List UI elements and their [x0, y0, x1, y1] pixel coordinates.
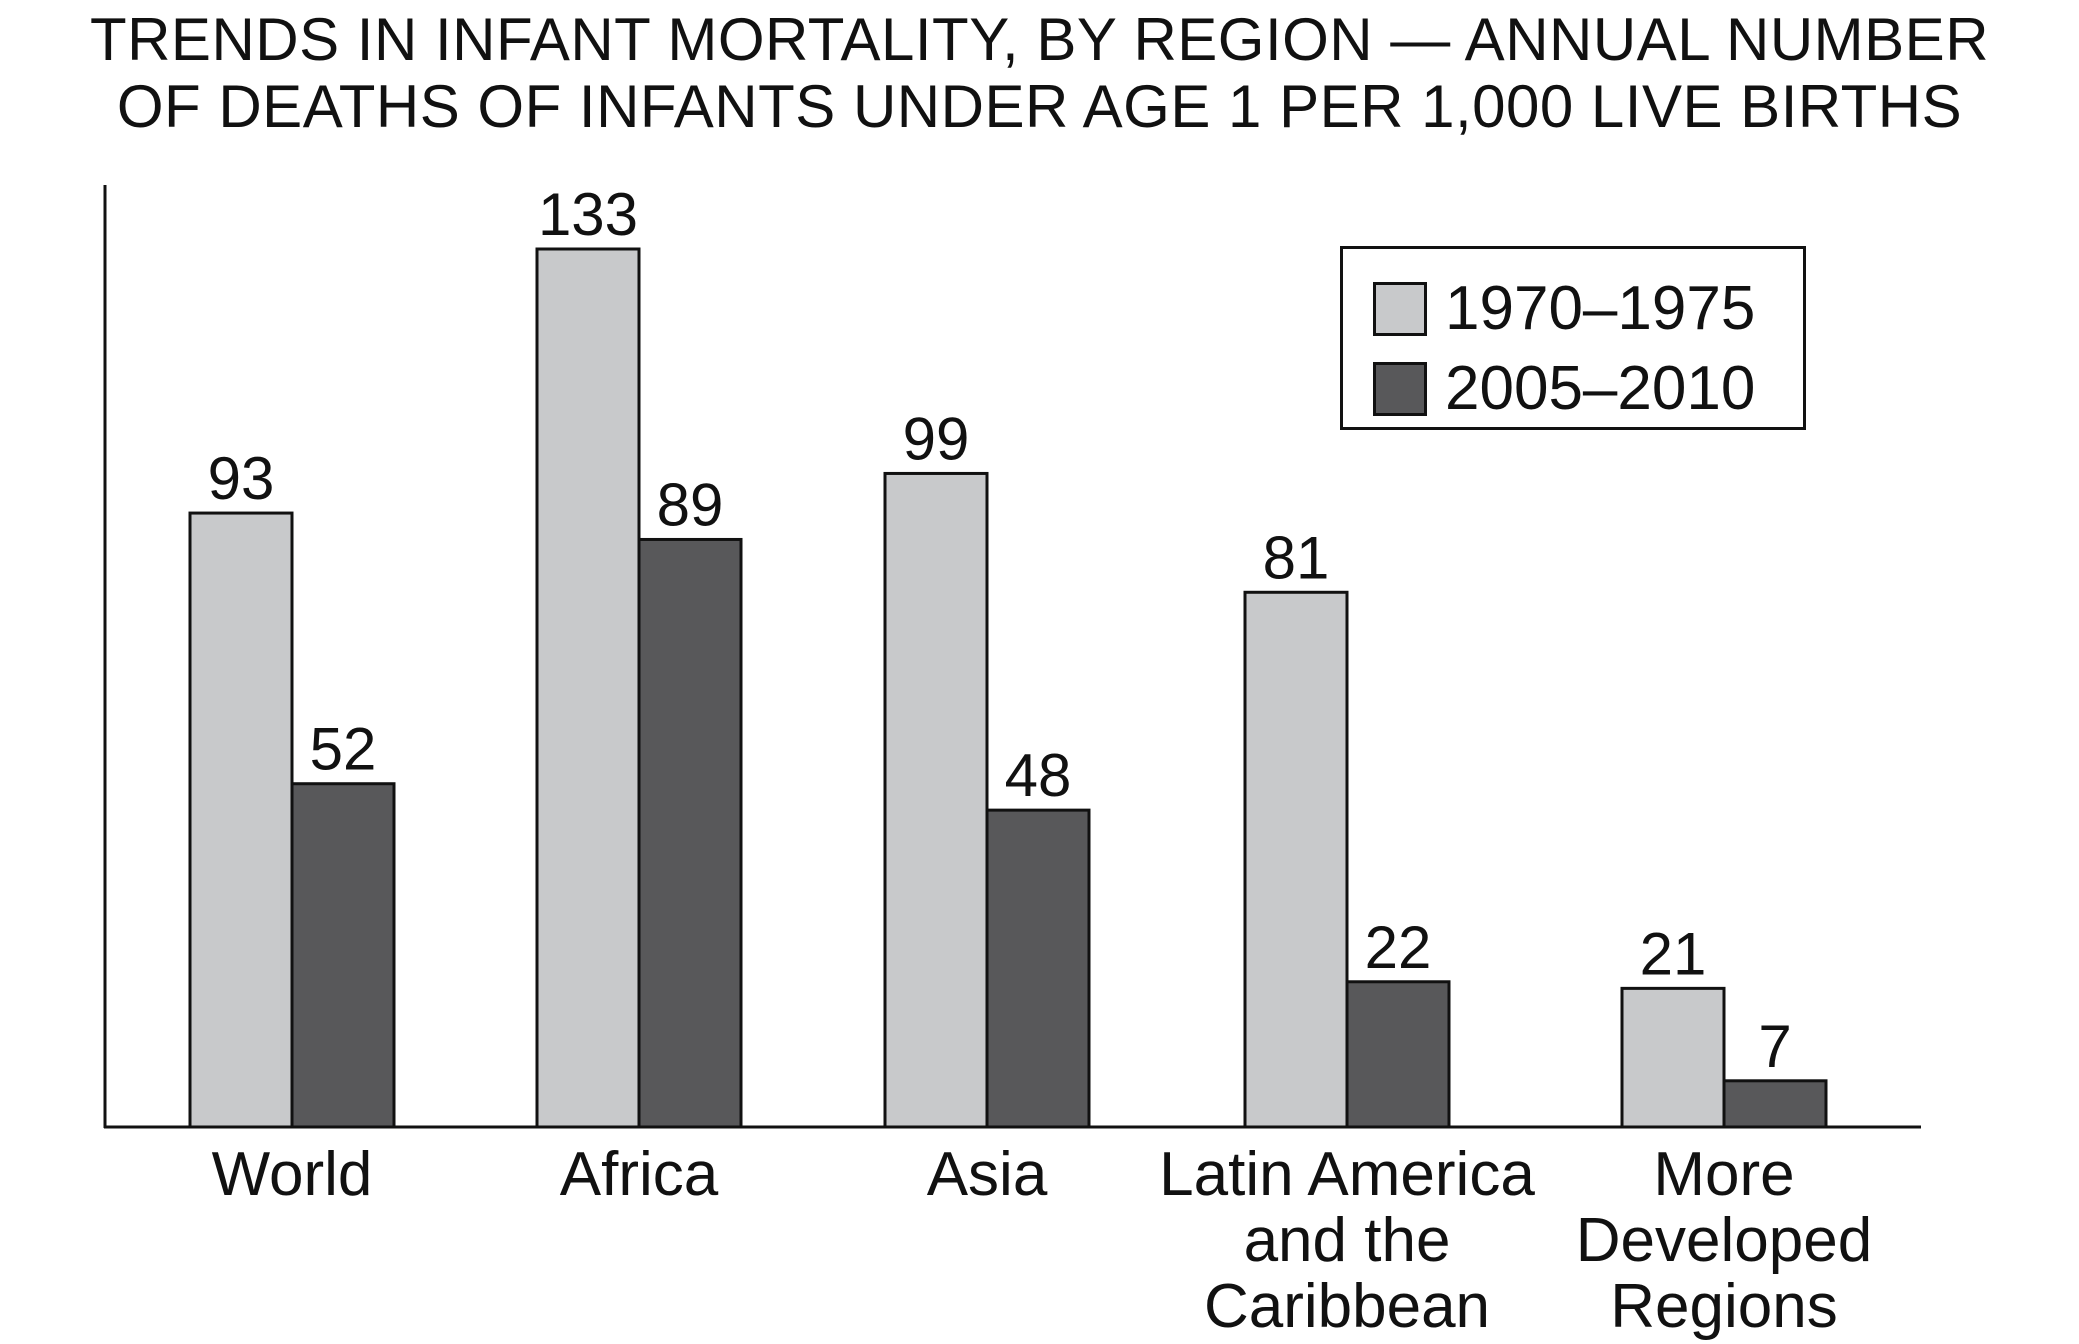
bar-series-2-cat-3 — [985, 808, 1091, 1129]
category-label-5-line-1: More — [1653, 1140, 1795, 1209]
chart-title-line-2: OF DEATHS OF INFANTS UNDER AGE 1 PER 1,0… — [116, 73, 1963, 140]
data-labels-layer: 93 52 133 89 99 48 81 22 21 7 — [208, 181, 1792, 1080]
category-label-4-line-1: Latin America — [1159, 1140, 1535, 1209]
chart-title: TRENDS IN INFANT MORTALITY, BY REGION — … — [0, 6, 2079, 140]
bar-series-2-cat-5 — [1722, 1079, 1828, 1129]
data-label-series-2-cat-4: 22 — [1365, 914, 1432, 981]
category-label-1-line-1: World — [211, 1140, 373, 1209]
data-label-series-2-cat-3: 48 — [1005, 742, 1072, 809]
data-label-series-1-cat-5: 21 — [1640, 920, 1707, 987]
bar-series-1-cat-5 — [1620, 986, 1726, 1129]
category-label-4-line-3: Caribbean — [1203, 1272, 1491, 1341]
category-label-2-line-1: Africa — [559, 1140, 719, 1209]
category-label-3-line-1: Asia — [926, 1140, 1048, 1209]
bar-series-1-cat-4 — [1243, 590, 1349, 1129]
category-label-5-line-3: Regions — [1610, 1272, 1838, 1341]
category-label-2: Africa — [419, 1142, 859, 1208]
bar-series-2-cat-1 — [290, 782, 396, 1129]
data-label-series-2-cat-1: 52 — [310, 716, 377, 783]
bar-series-1-cat-1 — [188, 511, 294, 1129]
category-label-5-line-2: Developed — [1575, 1206, 1873, 1275]
legend-swatch-series-2 — [1373, 362, 1427, 416]
category-label-3: Asia — [767, 1142, 1207, 1208]
data-label-series-1-cat-4: 81 — [1263, 524, 1330, 591]
category-label-4-line-2: and the — [1243, 1206, 1451, 1275]
bar-series-2-cat-4 — [1345, 980, 1451, 1129]
legend-swatch-series-1 — [1373, 282, 1427, 336]
chart-title-line-1: TRENDS IN INFANT MORTALITY, BY REGION — … — [89, 6, 1990, 73]
data-label-series-2-cat-5: 7 — [1758, 1013, 1791, 1080]
legend-item-series-1: 1970–1975 — [1373, 274, 1756, 343]
legend: 1970–1975 2005–2010 — [1340, 246, 1806, 430]
data-label-series-1-cat-1: 93 — [208, 445, 275, 512]
category-label-1: World — [72, 1142, 512, 1208]
bars-layer — [188, 247, 1828, 1129]
data-label-series-1-cat-3: 99 — [903, 405, 970, 472]
legend-label-series-2: 2005–2010 — [1445, 354, 1756, 423]
bar-series-1-cat-3 — [883, 471, 989, 1129]
data-label-series-1-cat-2: 133 — [538, 181, 638, 248]
bar-series-2-cat-2 — [637, 537, 743, 1129]
data-label-series-2-cat-2: 89 — [657, 471, 724, 538]
category-label-4: Latin America and the Caribbean — [1127, 1142, 1567, 1340]
legend-item-series-2: 2005–2010 — [1373, 354, 1756, 423]
category-label-5: More Developed Regions — [1504, 1142, 1944, 1340]
bar-series-1-cat-2 — [535, 247, 641, 1129]
legend-label-series-1: 1970–1975 — [1445, 274, 1756, 343]
